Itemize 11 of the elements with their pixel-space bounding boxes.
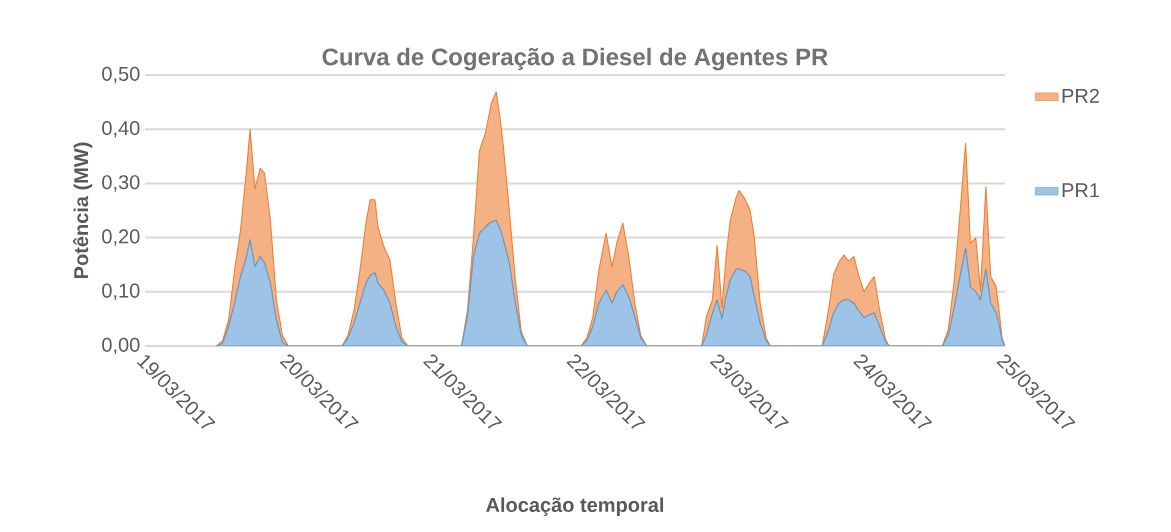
y-tick-label: 0,40 xyxy=(102,120,140,138)
y-tick-label: 0,30 xyxy=(102,175,140,192)
legend-label: PR2 xyxy=(1062,88,1099,103)
y-tick-label: 0,20 xyxy=(102,229,140,246)
legend-label: PR1 xyxy=(1062,183,1099,198)
x-axis-title: Alocação temporal xyxy=(486,497,664,517)
y-tick-label: 0,00 xyxy=(102,337,140,355)
y-axis-title: Potência (MW) xyxy=(73,142,93,279)
y-tick-label: 0,50 xyxy=(102,66,140,84)
chart-title: Curva de Cogeração a Diesel de Agentes PR xyxy=(322,47,828,71)
y-tick-label: 0,10 xyxy=(102,283,140,301)
